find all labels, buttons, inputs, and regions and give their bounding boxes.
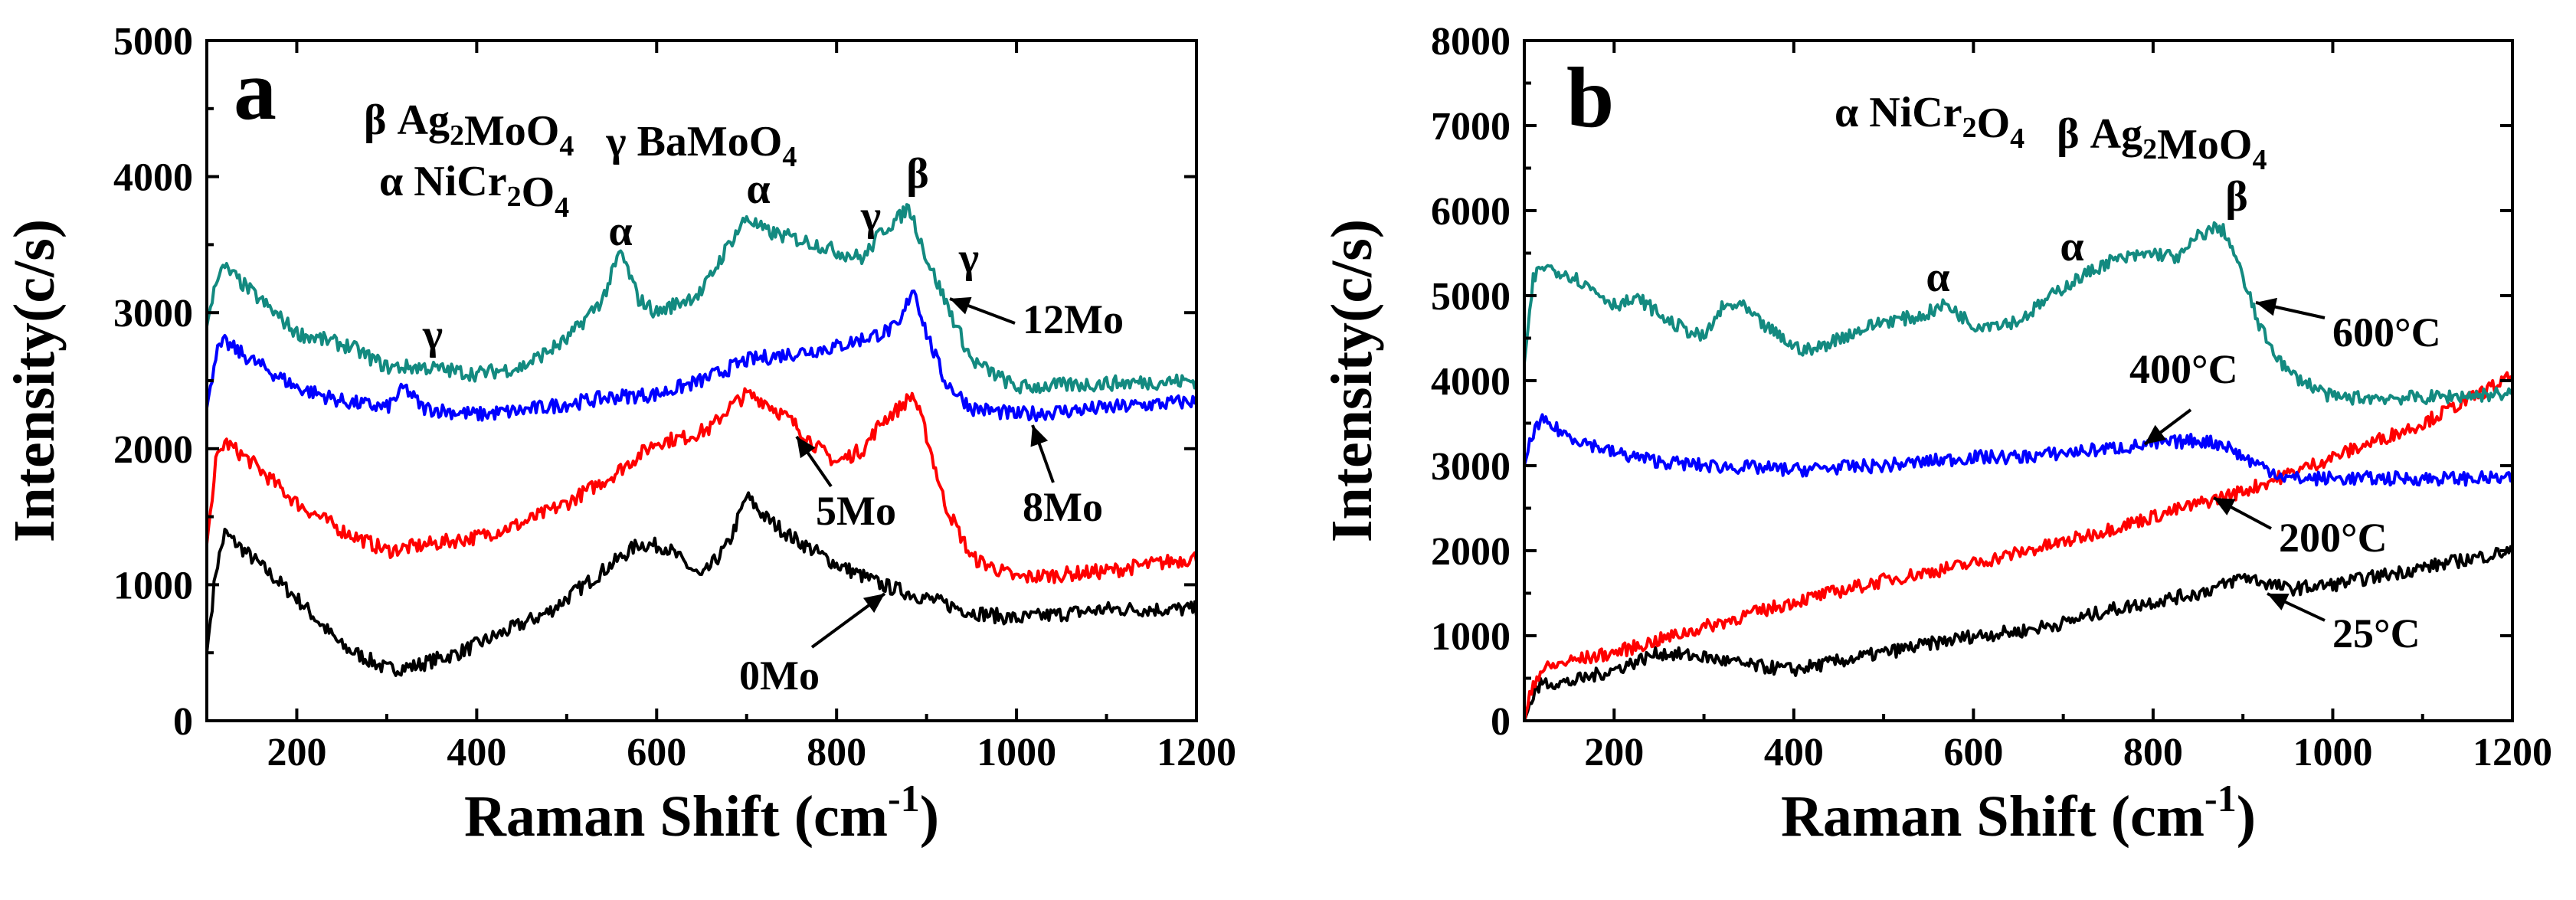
panel-label: a [234, 43, 277, 138]
series-annotation: 200°C [2213, 496, 2388, 561]
panel-b-chart: 200 400 600 800 1000 1200 0 1000 2000 3000 4000 500… [1320, 20, 2552, 849]
y-tick-label: 1000 [113, 564, 193, 607]
series-line-25c [1523, 545, 2514, 722]
x-axis-title: Raman Shift (cm-1) [1781, 777, 2256, 849]
y-tick-label: 6000 [1431, 190, 1511, 234]
y-tick-label: 4000 [1431, 360, 1511, 404]
series-line-12mo [205, 203, 1198, 394]
y-tick-label: 0 [173, 700, 193, 744]
panel-label: b [1566, 51, 1614, 146]
annotation-label: 12Mo [1023, 296, 1124, 342]
x-tick-label: 800 [2123, 731, 2183, 774]
y-tick-label: 0 [1491, 700, 1511, 744]
arrowhead [950, 296, 972, 315]
arrowhead [1030, 425, 1049, 447]
series-line-200c [1523, 371, 2514, 722]
annotation-label: 8Mo [1023, 484, 1103, 530]
y-tick-label: 5000 [113, 20, 193, 64]
arrowhead [2145, 424, 2166, 444]
annotation-label: 600°C [2332, 309, 2441, 355]
y-tick-label: 8000 [1431, 20, 1511, 64]
series-annotation: 8Mo [1023, 424, 1103, 530]
x-tick-label: 400 [1764, 731, 1824, 774]
series-annotation: 600°C [2255, 297, 2441, 355]
peak-label: α [746, 165, 770, 213]
series-line-8mo [205, 289, 1198, 423]
x-tick-label: 800 [807, 731, 866, 774]
annotation-label: 0Mo [739, 653, 820, 699]
series-line-0mo [205, 491, 1198, 677]
peak-label: β [906, 150, 929, 198]
y-tick-label: 3000 [113, 292, 193, 335]
annotation-label: 400°C [2129, 346, 2238, 392]
phase-legend: α NiCr2O4 β Ag2MoO4 [1835, 89, 2267, 176]
phase-legend: α NiCr2O4 [379, 158, 569, 224]
y-tick-label: 7000 [1431, 105, 1511, 149]
arrowhead [2256, 297, 2277, 316]
series-annotation: 400°C [2129, 346, 2238, 446]
x-tick-label: 1000 [2293, 731, 2372, 774]
peak-label: β [2225, 173, 2248, 221]
series-annotation: 25°C [2267, 592, 2421, 656]
series-annotation: 5Mo [795, 435, 896, 534]
x-tick-label: 1200 [1157, 731, 1236, 774]
peak-label: γ [958, 234, 979, 282]
series-line-600c [1523, 221, 2514, 406]
arrowhead [797, 437, 816, 459]
peak-label: α [1926, 254, 1949, 301]
y-tick-label: 3000 [1431, 445, 1511, 489]
x-axis-title: Raman Shift (cm-1) [464, 777, 939, 849]
y-tick-label: 1000 [1431, 615, 1511, 659]
peak-label: γ [860, 192, 881, 240]
annotation-label: 200°C [2279, 515, 2388, 561]
annotation-label: 5Mo [816, 488, 896, 534]
panel-a-chart: 200 400 600 800 1000 1200 0 1000 2000 3000 4000 500… [2, 20, 1236, 849]
series-group [205, 203, 1198, 677]
y-axis-title: Intensity(c/s) [1320, 219, 1384, 542]
y-tick-label: 5000 [1431, 275, 1511, 319]
peak-label: γ [422, 311, 443, 358]
series-line-400c [1523, 413, 2514, 487]
arrowhead [2267, 594, 2290, 610]
series-group [1523, 221, 2514, 722]
y-tick-label: 2000 [1431, 530, 1511, 574]
x-tick-label: 1200 [2473, 731, 2552, 774]
y-tick-label: 4000 [113, 156, 193, 200]
series-line-5mo [205, 387, 1198, 584]
x-tick-label: 400 [447, 731, 506, 774]
annotation-label: 25°C [2332, 610, 2421, 656]
phase-legend: β Ag2MoO4 γ BaMoO4 [364, 97, 797, 173]
y-axis-title: Intensity(c/s) [2, 219, 67, 542]
x-tick-label: 200 [1584, 731, 1644, 774]
y-tick-label: 2000 [113, 428, 193, 472]
peak-label: α [608, 208, 632, 255]
x-tick-label: 600 [627, 731, 686, 774]
x-tick-label: 1000 [977, 731, 1056, 774]
peak-label: α [2060, 223, 2083, 270]
x-tick-label: 200 [267, 731, 326, 774]
series-annotation: 0Mo [739, 592, 886, 699]
x-tick-label: 600 [1943, 731, 2003, 774]
arrowhead [862, 594, 885, 614]
arrowhead [2214, 498, 2236, 515]
series-annotation: 12Mo [949, 296, 1124, 342]
